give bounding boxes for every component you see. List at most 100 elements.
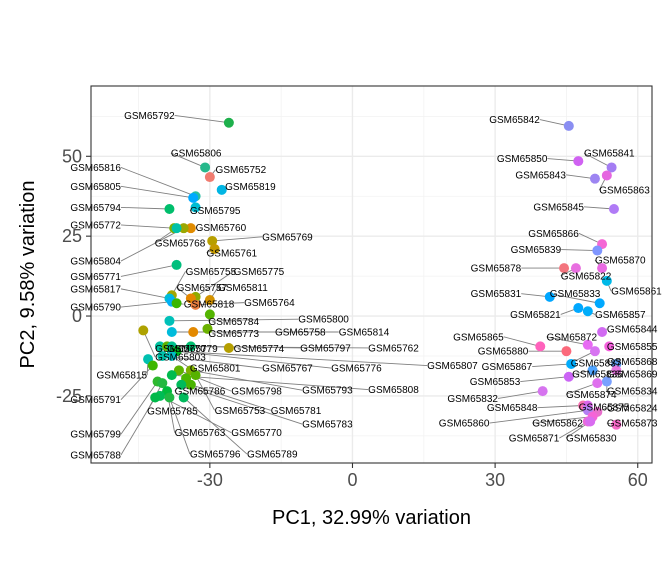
y-tick-label: 0 <box>72 306 82 326</box>
point-label: GSM65760 <box>196 223 247 234</box>
data-point <box>176 379 187 390</box>
leader-line <box>583 206 614 210</box>
point-label: GSM65804 <box>70 257 121 268</box>
data-point <box>585 416 596 427</box>
data-point <box>188 192 199 203</box>
data-point <box>597 327 608 338</box>
point-label: GSM65791 <box>70 395 121 406</box>
leader-line <box>195 270 234 298</box>
data-point <box>573 156 584 167</box>
data-point <box>166 327 177 338</box>
point-label: GSM65767 <box>262 364 313 375</box>
point-label: GSM65834 <box>607 387 658 398</box>
point-label: GSM65816 <box>70 163 121 174</box>
leader-line <box>183 397 248 455</box>
data-point <box>204 309 215 320</box>
point-label: GSM65842 <box>489 115 540 126</box>
data-point <box>570 263 581 274</box>
leader-line <box>583 152 612 168</box>
point-label: GSM65793 <box>302 386 353 397</box>
data-point <box>190 202 201 213</box>
leader-line <box>169 318 299 322</box>
leader-line <box>547 158 579 162</box>
leader-line <box>561 249 598 251</box>
leader-line <box>174 114 229 124</box>
data-point <box>611 419 622 430</box>
data-point <box>604 341 615 352</box>
data-point <box>601 275 612 286</box>
data-point <box>185 379 196 390</box>
y-axis-ticks: -25 0 25 50 <box>56 146 91 406</box>
plot-panel: GSM65792 GSM65806 GSM65752 GSM65816 GSM65819… <box>70 85 662 464</box>
point-label: GSM65808 <box>368 385 419 396</box>
point-label: GSM65811 <box>218 283 268 294</box>
leader-line <box>170 152 206 168</box>
point-label: GSM65873 <box>607 419 658 430</box>
data-point <box>171 259 182 270</box>
data-point <box>535 341 546 352</box>
data-point <box>138 325 149 336</box>
leader-line <box>171 345 369 349</box>
point-label: GSM65774 <box>234 344 285 355</box>
data-point <box>589 346 600 357</box>
point-label: GSM65878 <box>471 264 522 275</box>
leader-line <box>546 336 588 346</box>
data-point <box>164 204 175 215</box>
point-label: GSM65870 <box>595 256 646 267</box>
point-label: GSM65875 <box>579 403 630 414</box>
point-label: GSM65779 <box>167 344 218 355</box>
data-point <box>559 263 570 274</box>
y-tick-label: 50 <box>62 146 82 166</box>
data-point <box>592 378 603 389</box>
leader-line <box>120 301 172 308</box>
leader-line <box>176 350 332 369</box>
point-label: GSM65819 <box>225 182 276 193</box>
data-point <box>563 371 574 382</box>
point-label: GSM65843 <box>515 170 566 181</box>
y-tick-label: 25 <box>62 226 82 246</box>
data-point <box>204 295 215 306</box>
point-label: GSM65845 <box>533 202 584 213</box>
data-point <box>589 173 600 184</box>
data-point <box>207 235 218 246</box>
point-label: GSM65757 <box>177 283 228 294</box>
data-point <box>209 243 220 254</box>
leader-line <box>195 302 245 306</box>
x-tick-label: 0 <box>347 470 357 490</box>
leader-line <box>171 350 428 367</box>
point-label: GSM65752 <box>216 165 267 176</box>
point-label: GSM65871 <box>509 434 560 445</box>
point-label: GSM65880 <box>478 347 529 358</box>
point-label: GSM65753 <box>215 406 266 417</box>
leader-line <box>120 206 170 210</box>
data-point <box>178 223 189 234</box>
leader-line <box>162 355 263 369</box>
point-label: GSM65772 <box>70 220 121 231</box>
point-label: GSM65796 <box>190 450 241 461</box>
point-labels: GSM65792 GSM65806 GSM65752 GSM65816 GSM65819… <box>70 111 662 462</box>
point-label: GSM65800 <box>298 315 349 326</box>
point-label: GSM65783 <box>302 420 353 431</box>
point-label: GSM65776 <box>331 364 382 375</box>
point-label: GSM65839 <box>511 245 562 256</box>
point-label: GSM65788 <box>70 451 121 462</box>
leader-line <box>565 382 598 395</box>
data-point <box>537 386 548 397</box>
data-point <box>200 162 211 173</box>
data-point <box>164 315 175 326</box>
data-point <box>608 204 619 215</box>
data-point <box>223 117 234 128</box>
data-point <box>582 306 593 317</box>
point-label: GSM65837 <box>571 358 622 369</box>
point-label: GSM65853 <box>470 377 521 388</box>
leader-line <box>549 293 600 304</box>
data-point <box>166 370 177 381</box>
data-point <box>202 323 213 334</box>
point-label: GSM65824 <box>607 404 658 415</box>
leader-line <box>120 185 194 199</box>
point-label: GSM65836 <box>572 370 623 381</box>
data-point <box>592 245 603 256</box>
point-label: GSM65863 <box>599 186 650 197</box>
point-label: GSM65762 <box>368 343 419 354</box>
